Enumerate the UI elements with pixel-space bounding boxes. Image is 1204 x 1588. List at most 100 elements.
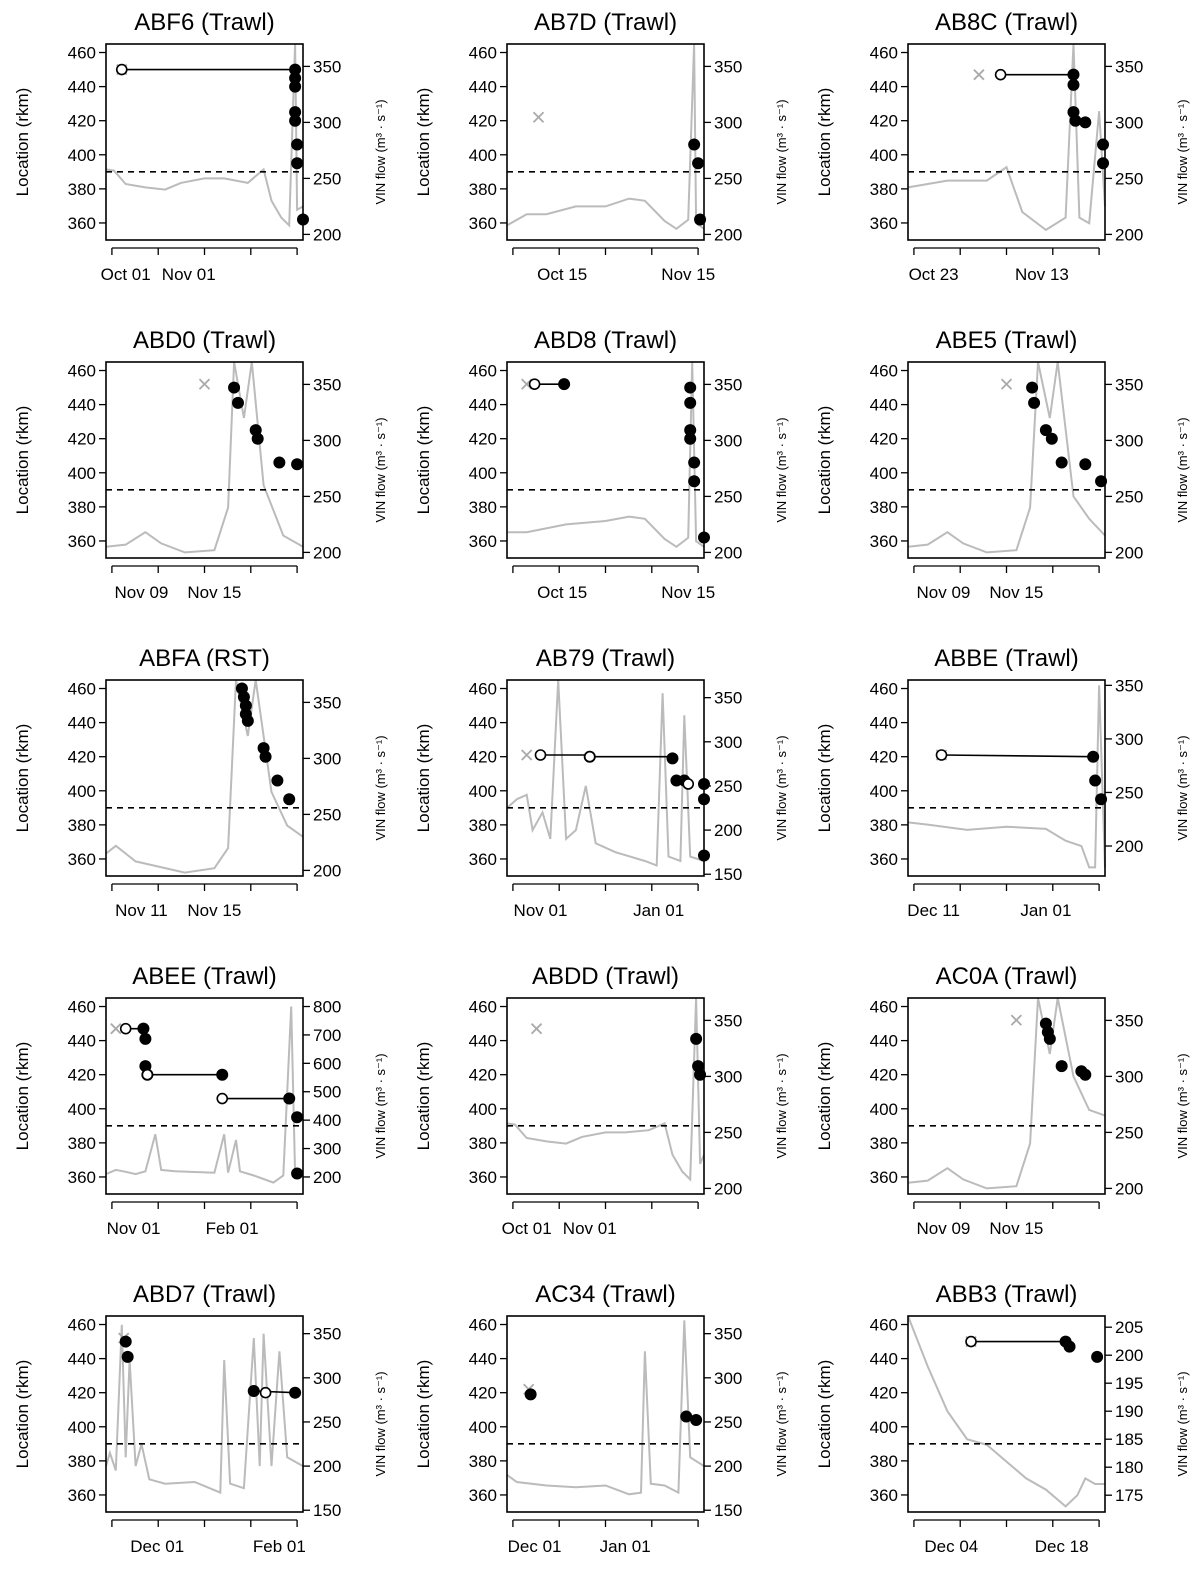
right-axis-label: VIN flow (m³ · s⁻¹) xyxy=(373,1053,388,1158)
left-tick-label: 380 xyxy=(68,180,96,199)
chart-panel: ABBE (Trawl) 360 380 400 420 440 460 Location (… xyxy=(802,636,1203,952)
release-marker-stroke xyxy=(521,749,533,761)
right-tick-label: 200 xyxy=(313,861,341,880)
chart-svg: ABD0 (Trawl) 360 380 400 420 440 460 Location (… xyxy=(13,327,388,602)
detection-point-open xyxy=(115,63,128,76)
detection-point xyxy=(1091,1350,1104,1363)
release-marker xyxy=(530,1023,543,1035)
x-tick-label: Jan 01 xyxy=(633,901,684,920)
chart-title: ABB3 (Trawl) xyxy=(936,1281,1078,1308)
flow-series-line xyxy=(907,361,1106,554)
chart-svg: ABB3 (Trawl) 360 380 400 420 440 460 Location (… xyxy=(815,1281,1190,1556)
chart-panel: AB79 (Trawl) 360 380 400 420 440 460 Location (… xyxy=(401,636,802,952)
right-tick-label: 350 xyxy=(714,1011,742,1030)
detection-point xyxy=(1055,1060,1068,1073)
right-tick-label: 250 xyxy=(313,487,341,506)
left-tick-label: 360 xyxy=(68,1486,96,1505)
detection-point xyxy=(231,396,244,409)
left-tick-label: 400 xyxy=(68,1100,96,1119)
left-tick-label: 400 xyxy=(870,146,898,165)
left-tick-label: 360 xyxy=(870,1168,898,1187)
left-tick-label: 460 xyxy=(870,362,898,381)
left-tick-label: 420 xyxy=(469,430,497,449)
x-tick-label: Dec 04 xyxy=(924,1537,978,1556)
detection-point xyxy=(241,714,254,727)
left-tick-label: 440 xyxy=(68,1032,96,1051)
right-tick-label: 300 xyxy=(1115,730,1143,749)
left-axis-label: Location (rkm) xyxy=(13,1360,32,1469)
right-tick-label: 300 xyxy=(1115,1067,1143,1086)
detection-point xyxy=(1063,1340,1076,1353)
detection-point-open xyxy=(935,749,948,761)
left-tick-label: 420 xyxy=(870,112,898,131)
detection-point xyxy=(289,72,302,85)
right-tick-label: 150 xyxy=(714,1501,742,1520)
right-tick-label: 200 xyxy=(313,1168,341,1187)
detection-point xyxy=(251,432,264,445)
release-marker xyxy=(1000,378,1013,390)
right-tick-label: 300 xyxy=(313,113,341,132)
left-tick-label: 400 xyxy=(469,1418,497,1437)
right-axis-label: VIN flow (m³ · s⁻¹) xyxy=(373,1371,388,1476)
detection-point xyxy=(289,1386,302,1399)
right-tick-label: 800 xyxy=(313,998,341,1017)
chart-title: ABE5 (Trawl) xyxy=(936,327,1078,354)
right-tick-label: 300 xyxy=(313,1140,341,1159)
release-marker-stroke xyxy=(532,111,545,123)
right-tick-label: 190 xyxy=(1115,1402,1143,1421)
chart-panel: ABE5 (Trawl) 360 380 400 420 440 460 Location (… xyxy=(802,318,1203,634)
left-tick-label: 440 xyxy=(68,714,96,733)
chart-svg: ABD8 (Trawl) 360 380 400 420 440 460 Location (… xyxy=(414,327,789,602)
left-tick-label: 460 xyxy=(68,680,96,699)
detection-point xyxy=(289,63,302,76)
x-tick-label: Oct 01 xyxy=(101,265,151,284)
chart-svg: ABDD (Trawl) 360 380 400 420 440 460 Location (… xyxy=(414,963,789,1238)
chart-title: ABDD (Trawl) xyxy=(532,963,679,990)
left-tick-label: 360 xyxy=(68,214,96,233)
chart-title: AB79 (Trawl) xyxy=(536,645,675,672)
chart-panel: AB7D (Trawl) 360 380 400 420 440 460 Location (… xyxy=(401,0,802,316)
release-marker xyxy=(110,1023,122,1035)
plot-frame xyxy=(506,361,705,559)
left-tick-label: 380 xyxy=(469,1134,497,1153)
plot-frame xyxy=(506,997,705,1195)
right-tick-label: 350 xyxy=(1115,1011,1143,1030)
detection-point xyxy=(1055,456,1068,469)
left-tick-label: 380 xyxy=(68,1452,96,1471)
right-tick-label: 205 xyxy=(1115,1318,1143,1337)
left-tick-label: 460 xyxy=(870,680,898,699)
chart-panel: AC34 (Trawl) 360 380 400 420 440 460 Location (… xyxy=(401,1272,802,1588)
right-tick-label: 250 xyxy=(313,1413,341,1432)
flow-series-line xyxy=(506,43,705,231)
right-tick-label: 250 xyxy=(313,805,341,824)
right-tick-label: 185 xyxy=(1115,1430,1143,1449)
chart-panel: AB8C (Trawl) 360 380 400 420 440 460 Location (… xyxy=(802,0,1203,316)
right-axis-label: VIN flow (m³ · s⁻¹) xyxy=(373,417,388,522)
left-axis-label: Location (rkm) xyxy=(414,406,433,515)
left-tick-label: 420 xyxy=(469,1066,497,1085)
detection-segment xyxy=(941,754,1094,758)
left-axis-label: Location (rkm) xyxy=(815,88,834,197)
detection-point xyxy=(247,1384,260,1397)
detection-point xyxy=(684,424,697,437)
plot-frame xyxy=(907,43,1106,241)
detection-point xyxy=(688,475,701,488)
left-tick-label: 440 xyxy=(68,1350,96,1369)
right-axis-label: VIN flow (m³ · s⁻¹) xyxy=(1175,417,1190,522)
right-axis-label: VIN flow (m³ · s⁻¹) xyxy=(373,735,388,840)
detection-point xyxy=(1095,793,1108,806)
flow-series-line xyxy=(907,43,1106,232)
chart-svg: ABF6 (Trawl) 360 380 400 420 440 460 Location (… xyxy=(13,9,388,284)
detection-point xyxy=(291,458,304,471)
x-tick-label: Feb 01 xyxy=(253,1537,306,1556)
flow-series-line xyxy=(506,679,705,867)
detection-point xyxy=(1089,774,1102,787)
chart-title: ABF6 (Trawl) xyxy=(134,9,274,36)
chart-svg: AC34 (Trawl) 360 380 400 420 440 460 Location (… xyxy=(414,1281,789,1556)
right-tick-label: 250 xyxy=(1115,783,1143,802)
x-tick-label: Nov 11 xyxy=(115,901,168,920)
chart-panel: ABEE (Trawl) 360 380 400 420 440 460 Location (… xyxy=(0,954,401,1270)
left-tick-label: 440 xyxy=(68,396,96,415)
detection-point xyxy=(291,1167,304,1180)
